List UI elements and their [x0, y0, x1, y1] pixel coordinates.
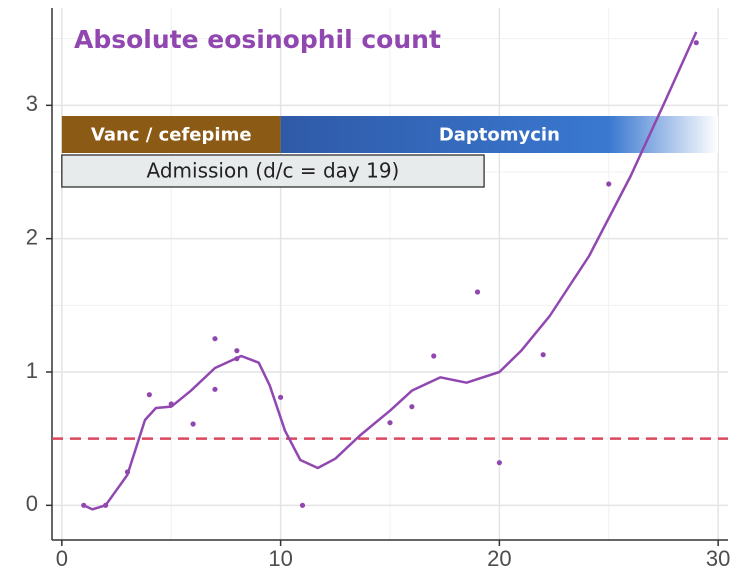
point: [540, 352, 546, 358]
y-tick-label: 1: [26, 358, 38, 383]
x-tick-label: 10: [268, 546, 292, 571]
point: [606, 181, 612, 187]
point: [124, 469, 131, 475]
point: [212, 386, 218, 392]
annotation-label: Daptomycin: [439, 125, 560, 146]
point: [234, 348, 240, 354]
y-tick-label: 2: [26, 224, 38, 249]
point: [693, 40, 699, 46]
point: [212, 336, 218, 342]
point: [168, 401, 174, 407]
y-tick-label: 0: [26, 491, 38, 516]
point: [299, 502, 306, 508]
point: [387, 420, 393, 426]
annotation-label: Vanc / cefepime: [91, 125, 252, 146]
point: [431, 353, 437, 359]
point: [278, 394, 284, 400]
point: [234, 356, 240, 362]
point: [146, 392, 152, 398]
point: [474, 289, 481, 295]
annotation-bar: [61, 154, 485, 188]
point: [409, 404, 415, 410]
point: [496, 460, 502, 466]
annotation-label: Admission (d/c = day 19): [147, 159, 400, 183]
x-tick-label: 30: [706, 546, 730, 571]
x-tick-label: 0: [56, 546, 68, 571]
point: [102, 502, 109, 508]
annotation-bar: [61, 116, 281, 153]
x-tick-label: 20: [487, 546, 511, 571]
y-tick-label: 3: [26, 91, 38, 116]
chart-title: Absolute eosinophil count: [74, 25, 441, 54]
smooth-line: [83, 31, 698, 511]
point: [81, 502, 87, 508]
point: [190, 421, 196, 427]
